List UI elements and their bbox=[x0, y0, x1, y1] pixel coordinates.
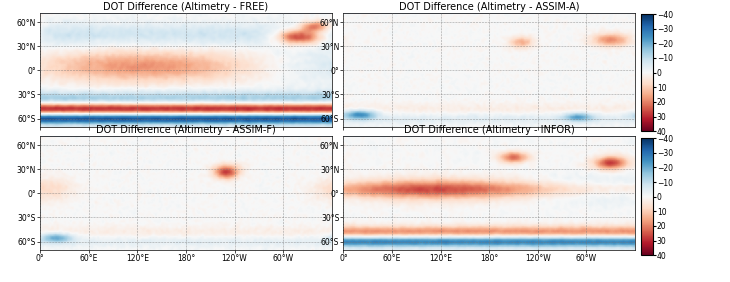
Title: DOT Difference (Altimetry - INFOR): DOT Difference (Altimetry - INFOR) bbox=[404, 125, 575, 135]
Title: DOT Difference (Altimetry - FREE): DOT Difference (Altimetry - FREE) bbox=[104, 2, 269, 12]
Title: DOT Difference (Altimetry - ASSIM-F): DOT Difference (Altimetry - ASSIM-F) bbox=[96, 125, 276, 135]
Title: DOT Difference (Altimetry - ASSIM-A): DOT Difference (Altimetry - ASSIM-A) bbox=[399, 2, 580, 12]
